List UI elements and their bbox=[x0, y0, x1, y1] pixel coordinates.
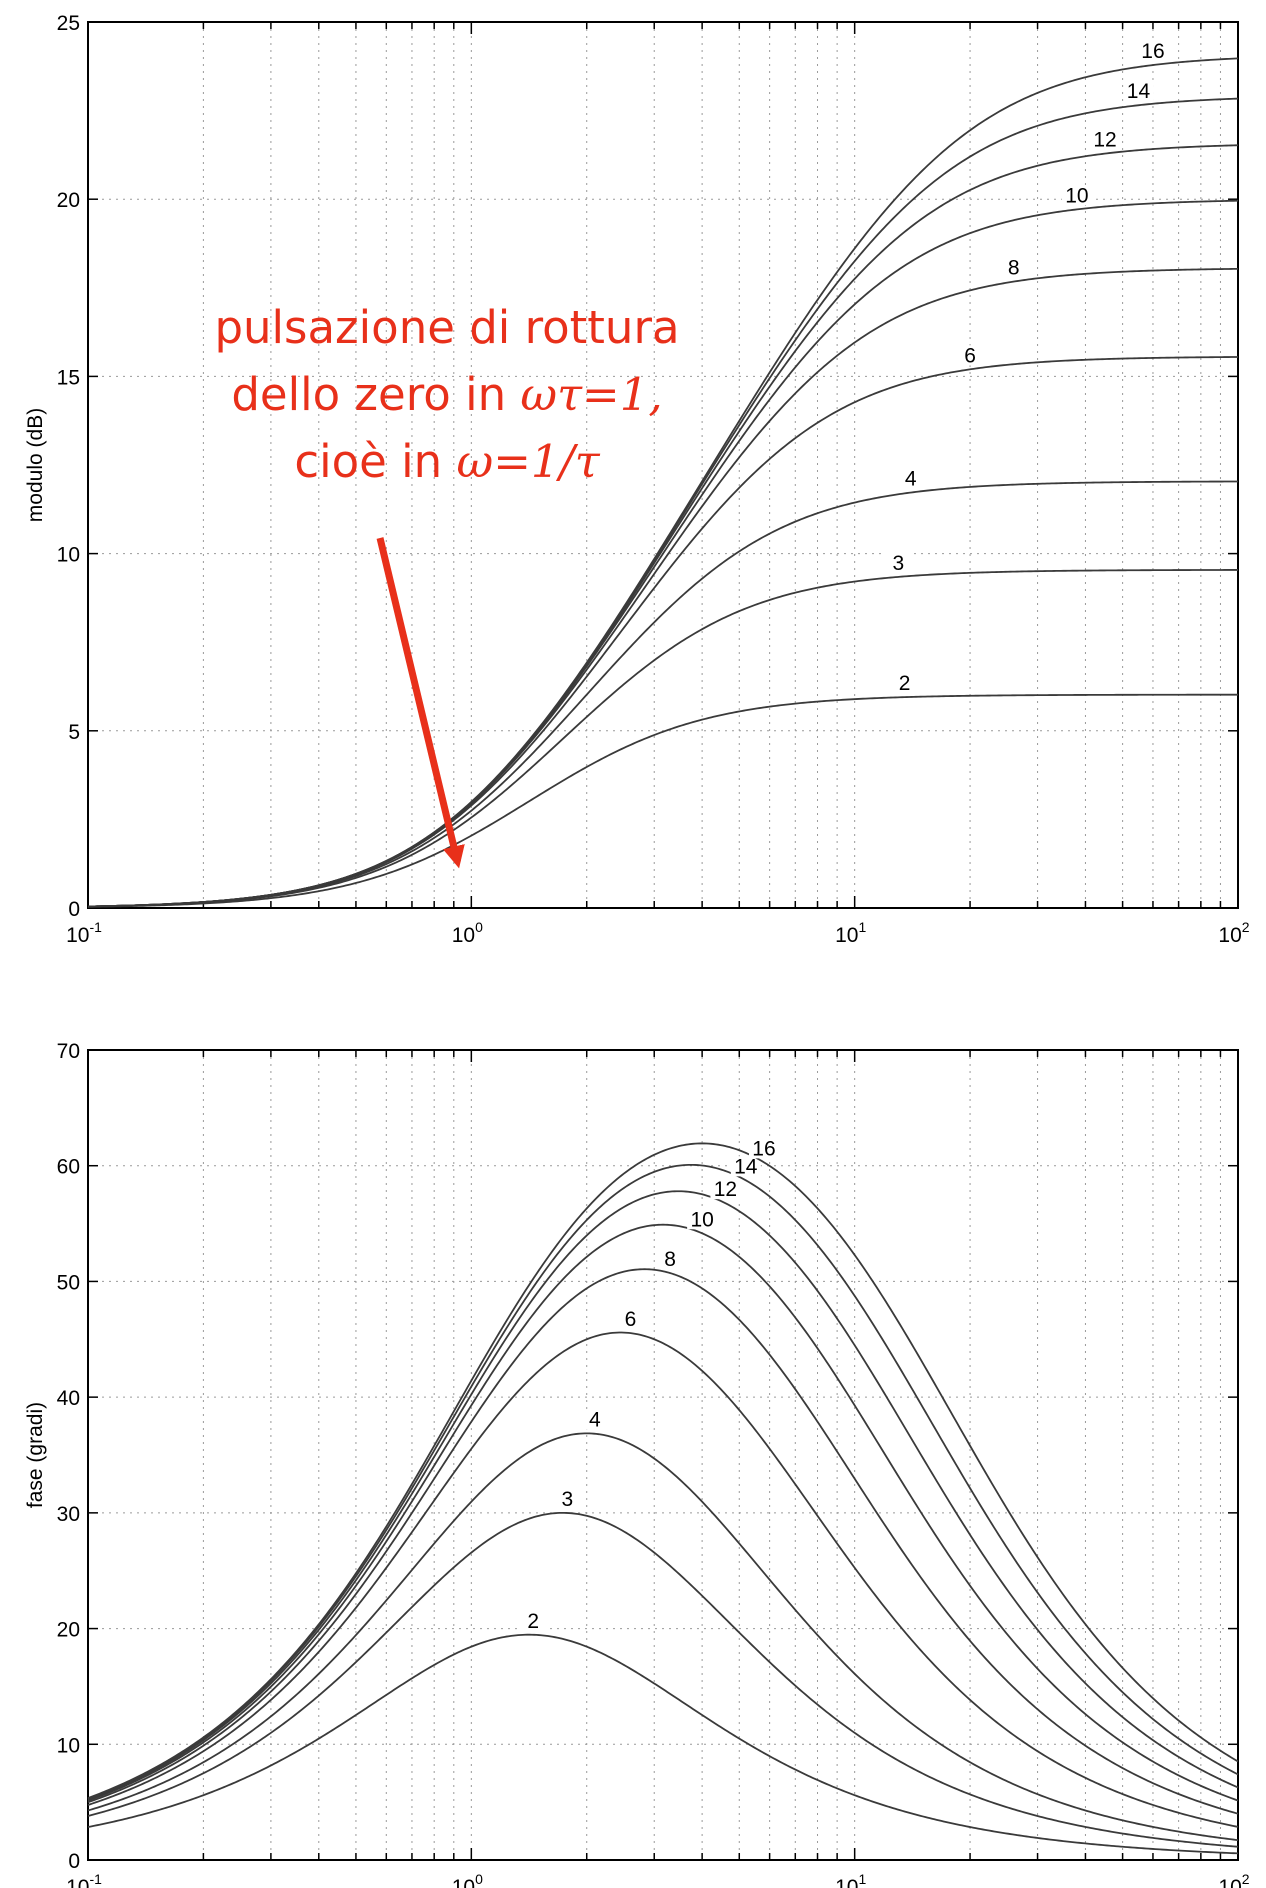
x-tick-label: 101 bbox=[835, 919, 866, 947]
series-label-bg bbox=[1061, 185, 1092, 206]
series-label-bg bbox=[1137, 41, 1168, 62]
series-label-16: 16 bbox=[752, 1137, 775, 1160]
y-tick-label: 20 bbox=[57, 189, 80, 212]
annotation-line-3-math: ω=1/τ bbox=[457, 435, 601, 488]
grid bbox=[88, 1050, 1238, 1860]
series-label-4: 4 bbox=[905, 468, 917, 491]
y-axis-label: modulo (dB) bbox=[24, 408, 47, 522]
y-tick-label: 5 bbox=[68, 721, 80, 744]
y-tick-label: 10 bbox=[57, 1734, 80, 1757]
y-tick-label: 25 bbox=[57, 12, 80, 35]
y-axis-label: fase (gradi) bbox=[24, 1402, 47, 1508]
annotation-line-2-math: ωτ=1, bbox=[520, 368, 662, 421]
series-label-bg bbox=[1090, 129, 1121, 150]
series-label-14: 14 bbox=[734, 1155, 758, 1178]
series-label-6: 6 bbox=[964, 344, 976, 367]
series-line-10 bbox=[87, 1223, 1239, 1802]
x-tick-label: 100 bbox=[452, 1871, 483, 1888]
series-label-bg bbox=[895, 468, 926, 489]
series-line-3 bbox=[87, 1511, 1239, 1848]
series-line-6 bbox=[87, 356, 1239, 908]
x-tick-label: 10-1 bbox=[66, 919, 102, 947]
annotation-line-3: cioè in ω=1/τ bbox=[294, 435, 600, 488]
axes-frame bbox=[87, 21, 1239, 909]
y-tick-label: 15 bbox=[57, 366, 80, 389]
series-label-bg bbox=[1123, 81, 1154, 102]
series-label-bg bbox=[883, 552, 914, 573]
series-label-bg bbox=[615, 1309, 646, 1330]
series-label-8: 8 bbox=[664, 1248, 676, 1271]
series-line-2 bbox=[87, 693, 1238, 908]
series-label-16: 16 bbox=[1141, 40, 1164, 63]
series-line-2 bbox=[87, 1633, 1239, 1855]
series-label-8: 8 bbox=[1008, 257, 1020, 280]
annotation-line-2: dello zero in ωτ=1, bbox=[231, 368, 662, 421]
series-label-2: 2 bbox=[899, 672, 911, 695]
series-label-4: 4 bbox=[589, 1409, 601, 1432]
series-label-bg bbox=[552, 1488, 583, 1509]
annotation-line-3-text: cioè in bbox=[294, 435, 456, 488]
series-label-bg bbox=[579, 1409, 610, 1430]
y-tick-label: 20 bbox=[57, 1619, 80, 1642]
series-label-bg bbox=[518, 1610, 549, 1631]
annotation-line-1: pulsazione di rottura bbox=[214, 301, 679, 354]
series-label-12: 12 bbox=[1093, 129, 1116, 152]
series-label-bg bbox=[710, 1179, 741, 1200]
series-label-10: 10 bbox=[690, 1208, 713, 1231]
series-line-16 bbox=[87, 57, 1239, 908]
y-tick-label: 0 bbox=[68, 898, 80, 921]
y-tick-label: 50 bbox=[57, 1271, 80, 1294]
series-label-2: 2 bbox=[527, 1610, 539, 1633]
series-line-3 bbox=[87, 569, 1238, 908]
series-label-bg bbox=[748, 1138, 779, 1159]
annotation-line-2-text: dello zero in bbox=[231, 368, 520, 421]
series-line-8 bbox=[87, 267, 1239, 908]
series-line-12 bbox=[87, 144, 1239, 908]
series-line-14 bbox=[87, 1163, 1239, 1800]
y-tick-label: 0 bbox=[68, 1850, 80, 1873]
x-tick-label: 101 bbox=[835, 1871, 866, 1888]
y-tick-label: 40 bbox=[57, 1387, 80, 1410]
series-label-10: 10 bbox=[1065, 184, 1088, 207]
series-line-6 bbox=[87, 1331, 1239, 1828]
series-line-4 bbox=[87, 1432, 1239, 1842]
axes-frame bbox=[87, 1049, 1239, 1861]
y-tick-label: 70 bbox=[57, 1040, 80, 1063]
annotation-arrow bbox=[376, 537, 465, 869]
x-tick-label: 102 bbox=[1218, 919, 1249, 947]
x-tick-label: 10-1 bbox=[66, 1871, 102, 1888]
grid bbox=[88, 22, 1238, 908]
break-frequency-annotation: pulsazione di rottura dello zero in ωτ=1… bbox=[214, 301, 680, 869]
series-label-bg bbox=[889, 673, 920, 694]
magnitude-plot: 0 5 10 15 20 25 10-1 100 101 102 modulo (dB) 2 3 4 6 8 1… bbox=[24, 12, 1250, 947]
series-line-8 bbox=[87, 1268, 1239, 1815]
series-label-3: 3 bbox=[893, 552, 905, 575]
series-label-bg bbox=[730, 1156, 761, 1177]
series-line-16 bbox=[87, 1142, 1239, 1799]
tick-marks bbox=[87, 1049, 1238, 1861]
y-tick-label: 60 bbox=[57, 1156, 80, 1179]
x-tick-label: 100 bbox=[452, 919, 483, 947]
y-tick-label: 10 bbox=[57, 544, 80, 567]
y-tick-label: 30 bbox=[57, 1503, 80, 1526]
series-label-bg bbox=[998, 257, 1029, 278]
x-tick-label: 102 bbox=[1218, 1871, 1249, 1888]
tick-marks bbox=[87, 21, 1238, 909]
series-label-12: 12 bbox=[714, 1178, 737, 1201]
series-label-3: 3 bbox=[561, 1488, 573, 1511]
series-line-12 bbox=[87, 1190, 1239, 1801]
series-label-bg bbox=[955, 345, 986, 366]
series-label-bg bbox=[655, 1249, 686, 1270]
series-label-6: 6 bbox=[625, 1308, 637, 1331]
series-label-bg bbox=[687, 1209, 718, 1230]
series-label-14: 14 bbox=[1127, 80, 1151, 103]
series-line-14 bbox=[87, 97, 1239, 908]
